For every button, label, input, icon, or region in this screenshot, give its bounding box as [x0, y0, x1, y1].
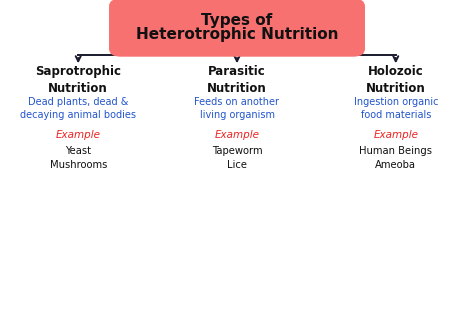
Text: Example: Example [374, 130, 418, 140]
Text: Example: Example [215, 130, 259, 140]
Text: Yeast
Mushrooms: Yeast Mushrooms [49, 146, 107, 169]
Text: Saprotrophic
Nutrition: Saprotrophic Nutrition [35, 65, 121, 95]
Text: Holozoic
Nutrition: Holozoic Nutrition [366, 65, 426, 95]
Text: Tapeworm
Lice: Tapeworm Lice [212, 146, 262, 169]
Text: Dead plants, dead &
decaying animal bodies: Dead plants, dead & decaying animal bodi… [20, 97, 136, 120]
Text: Feeds on another
living organism: Feeds on another living organism [194, 97, 280, 120]
Text: Heterotrophic Nutrition: Heterotrophic Nutrition [136, 27, 338, 42]
Text: Human Beings
Ameoba: Human Beings Ameoba [359, 146, 432, 169]
Text: Ingestion organic
food materials: Ingestion organic food materials [354, 97, 438, 120]
FancyBboxPatch shape [109, 0, 365, 57]
Text: Parasitic
Nutrition: Parasitic Nutrition [207, 65, 267, 95]
Text: Types of: Types of [201, 13, 273, 28]
Text: Example: Example [56, 130, 100, 140]
